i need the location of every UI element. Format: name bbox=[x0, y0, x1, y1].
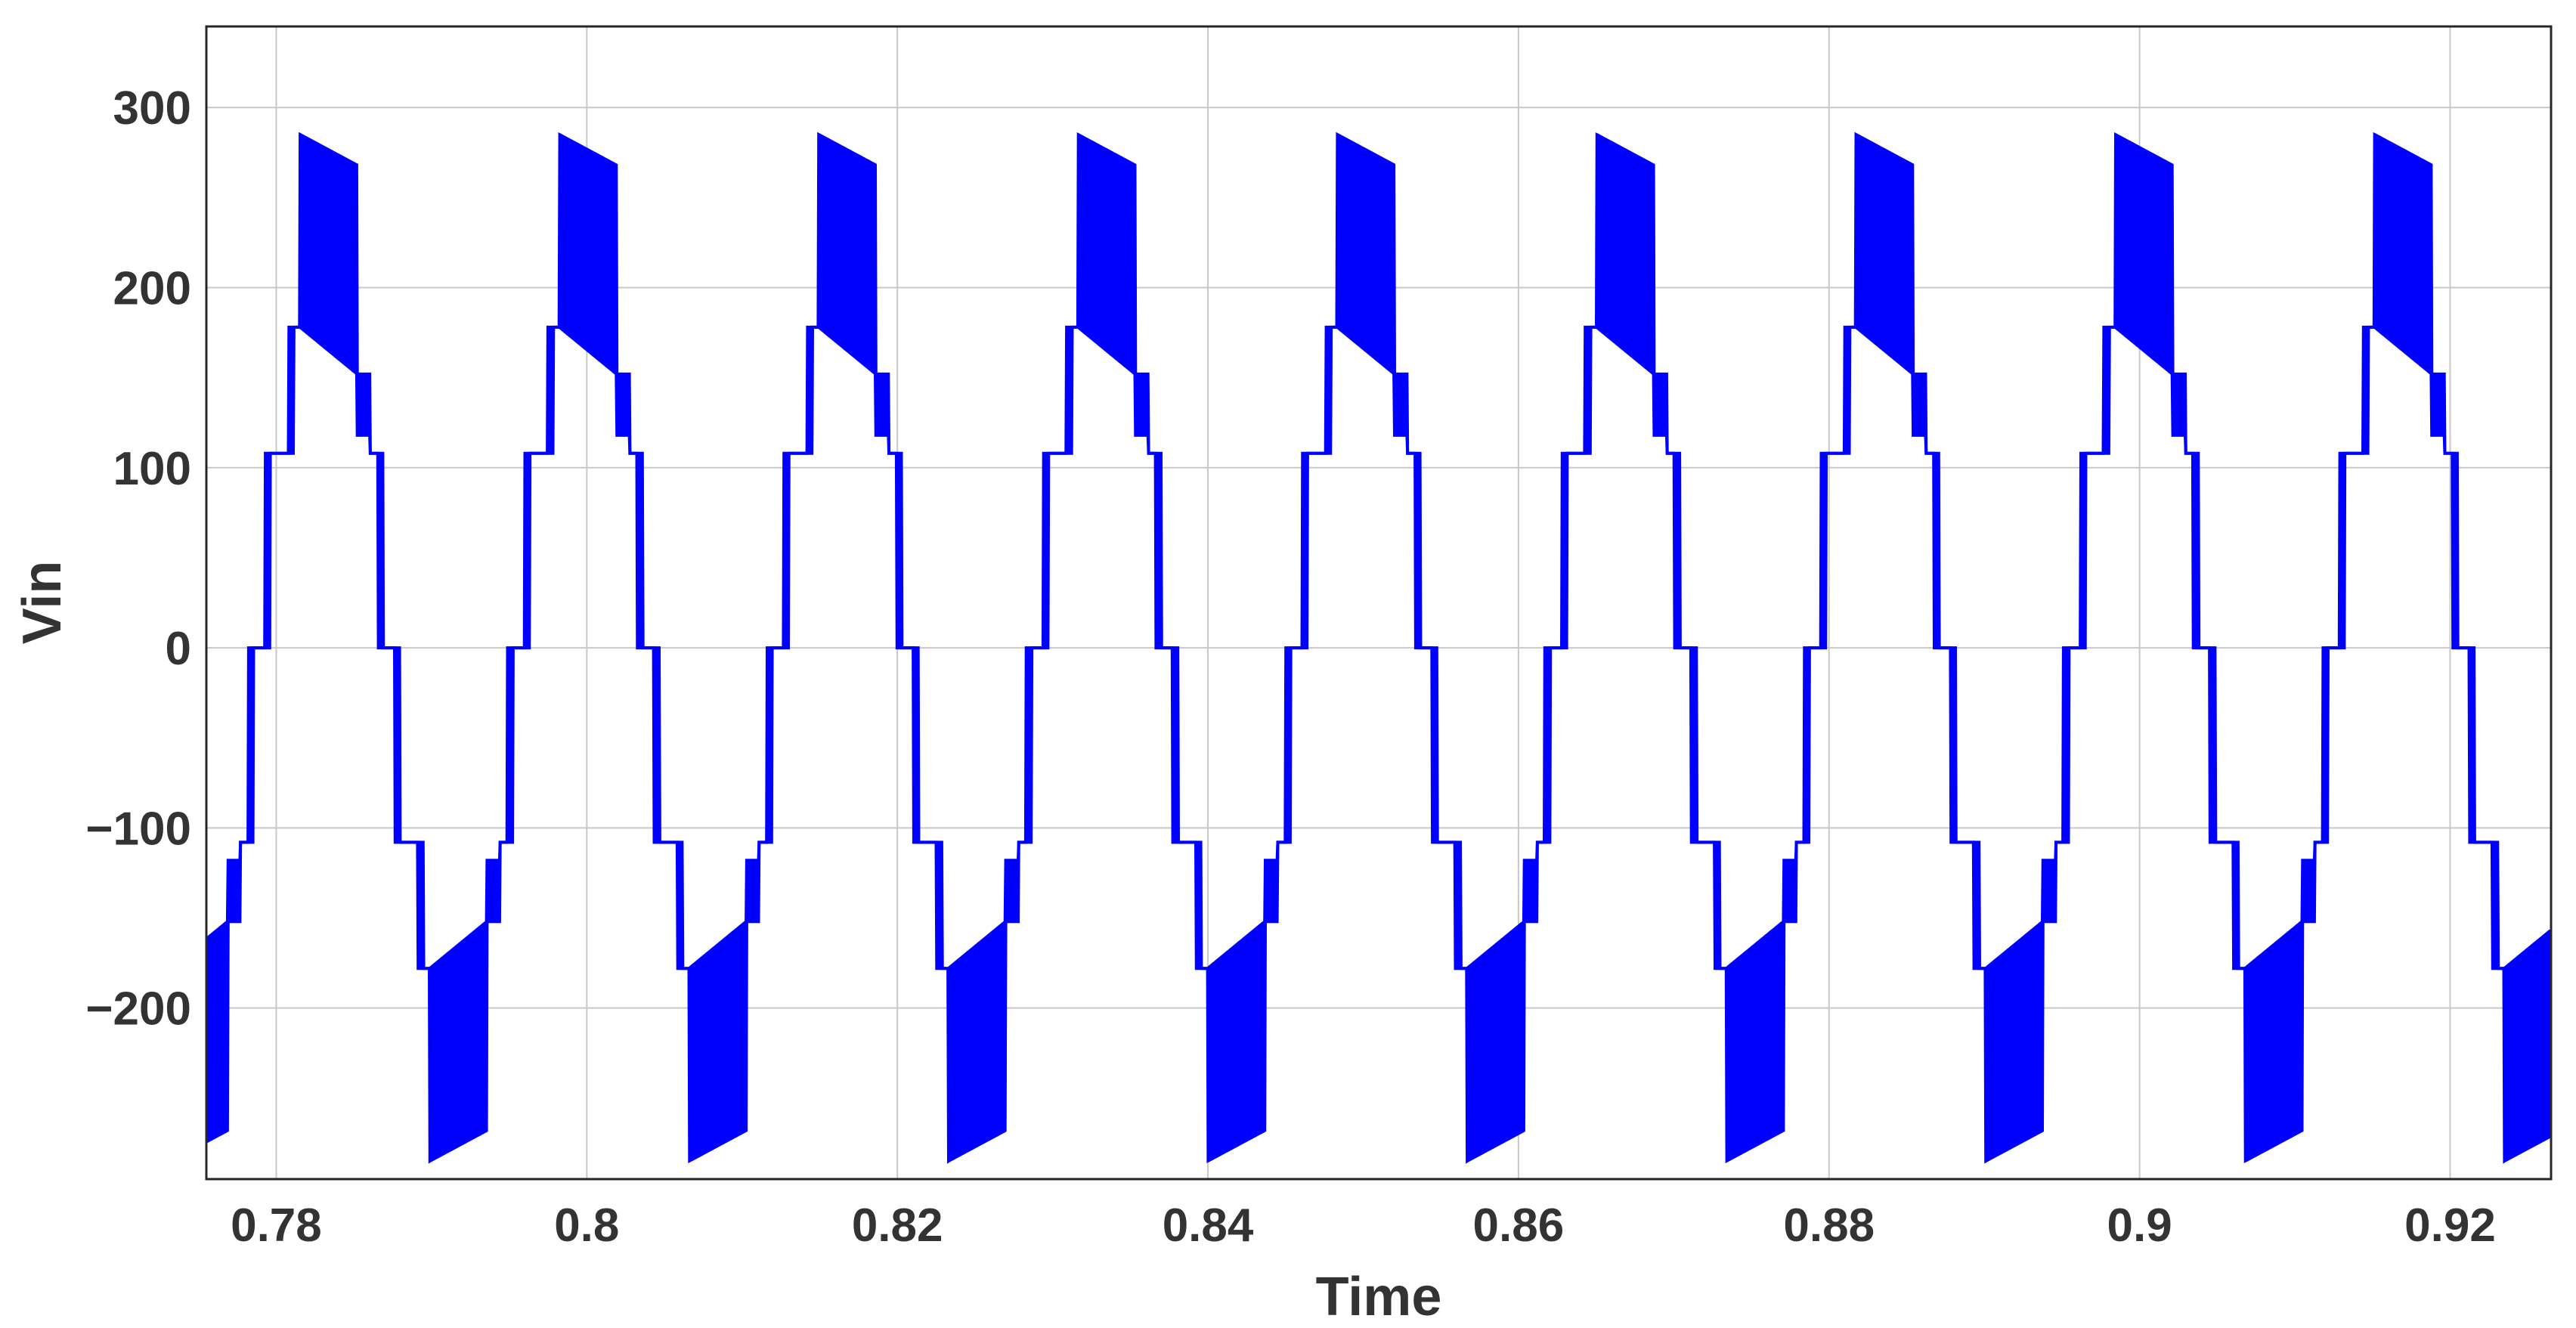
y-axis-label: Vin bbox=[12, 561, 73, 645]
vin-envelope-lower bbox=[206, 325, 2552, 1164]
y-tick-label: 100 bbox=[113, 443, 191, 495]
vin-series bbox=[205, 132, 2552, 1164]
x-tick-labels: 0.78 0.8 0.82 0.84 0.86 0.88 0.9 0.92 bbox=[231, 1200, 2496, 1252]
x-tick-label: 0.82 bbox=[852, 1200, 943, 1252]
plot-area-border bbox=[205, 25, 2553, 1181]
y-tick-label: 300 bbox=[113, 82, 191, 135]
x-tick-label: 0.8 bbox=[554, 1200, 619, 1252]
y-tick-label: −200 bbox=[85, 983, 191, 1035]
x-tick-label: 0.84 bbox=[1163, 1200, 1254, 1252]
x-tick-label: 0.92 bbox=[2404, 1200, 2496, 1252]
x-tick-label: 0.86 bbox=[1473, 1200, 1565, 1252]
x-axis-label: Time bbox=[1316, 1267, 1442, 1327]
vin-envelope-upper bbox=[205, 132, 2552, 970]
y-tick-label: 200 bbox=[113, 263, 191, 315]
x-tick-label: 0.88 bbox=[1783, 1200, 1875, 1252]
y-tick-label: −100 bbox=[85, 803, 191, 855]
y-tick-label: 0 bbox=[166, 623, 191, 675]
x-tick-label: 0.78 bbox=[231, 1200, 322, 1252]
x-tick-label: 0.9 bbox=[2107, 1200, 2172, 1252]
y-tick-labels: 300 200 100 0 −100 −200 bbox=[85, 82, 191, 1035]
